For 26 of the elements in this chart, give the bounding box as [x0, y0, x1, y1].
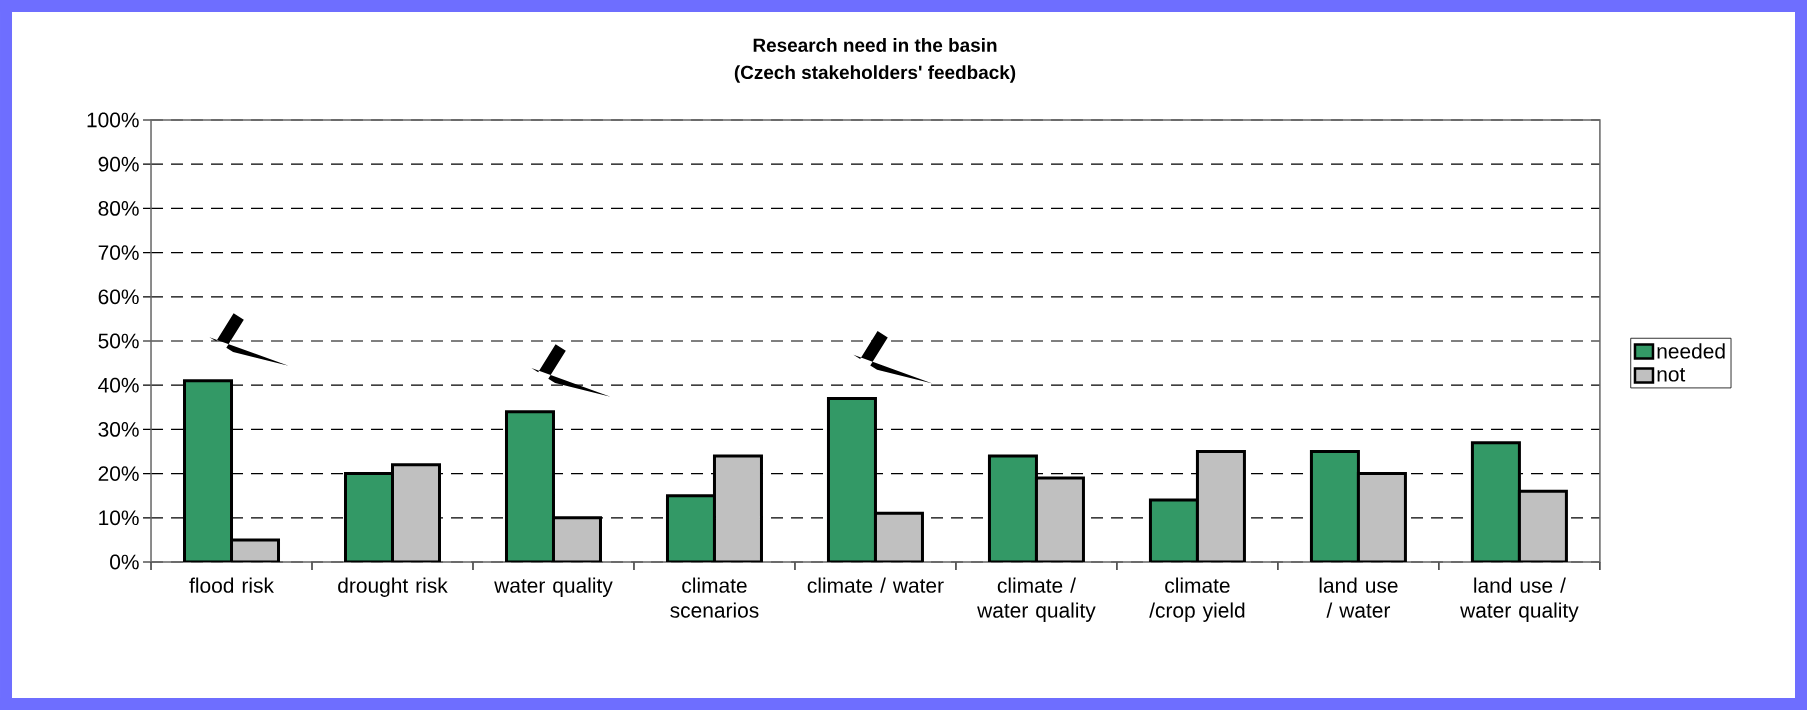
x-tick-label: climate / water quality: [977, 577, 1096, 622]
y-tick-label: 40%: [98, 377, 139, 393]
bar: [344, 472, 394, 562]
y-tick-label: 100%: [87, 112, 139, 128]
x-tick-label: land use / water: [1319, 577, 1398, 618]
y-tick-label: 30%: [98, 421, 139, 437]
chart-subtitle: (Czech stakeholders' feedback): [734, 65, 1016, 83]
x-tick-label: flood risk: [189, 577, 274, 593]
legend-label: needed: [1657, 343, 1725, 359]
y-tick-label: 80%: [98, 200, 139, 216]
y-tick-label: 0%: [110, 554, 139, 570]
x-tick-label: climate / water: [807, 577, 944, 593]
chart-title: Research need in the basin: [753, 38, 997, 52]
y-tick-label: 50%: [98, 333, 139, 349]
legend-label: not: [1657, 367, 1686, 382]
x-tick-label: water quality: [494, 577, 613, 598]
x-tick-label: land use / water quality: [1460, 577, 1579, 622]
y-tick-label: 70%: [98, 245, 139, 260]
bar: [391, 463, 441, 562]
y-tick-label: 90%: [98, 156, 139, 172]
x-tick-label: climate /crop yield: [1149, 577, 1245, 622]
x-tick-label: climate scenarios: [670, 577, 759, 618]
y-tick-label: 60%: [98, 289, 139, 305]
x-tick-label: drought risk: [338, 577, 448, 598]
y-tick-label: 10%: [99, 510, 139, 526]
y-tick-label: 20%: [98, 466, 139, 481]
